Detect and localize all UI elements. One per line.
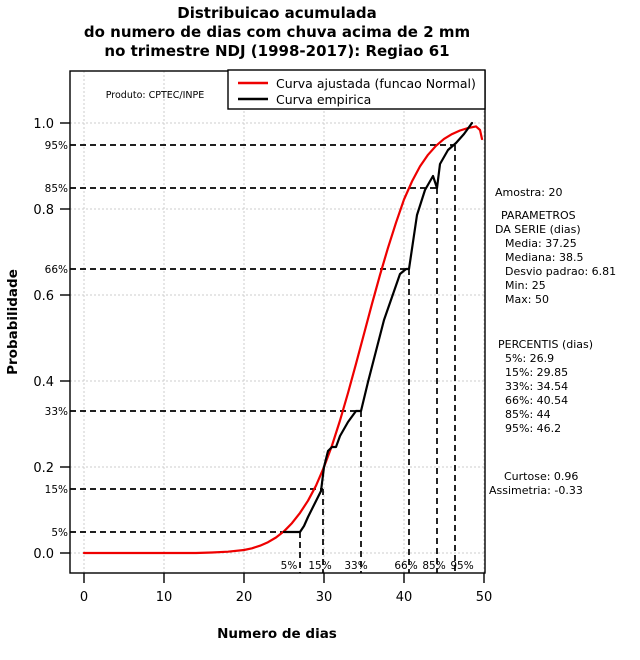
pct-y-label-66: 66%: [45, 264, 68, 276]
stat-pct-5: 5%: 26.9: [505, 352, 554, 365]
chart-title: Distribuicao acumulada do numero de dias…: [84, 4, 470, 60]
stat-pct-33: 33%: 34.54: [505, 380, 568, 393]
ytick-label-0.8: 0.8: [33, 203, 54, 218]
series-fitted-normal: [82, 125, 484, 555]
ytick-label-0.2: 0.2: [33, 461, 54, 476]
stat-max: Max: 50: [505, 293, 549, 306]
xtick-label-0: 0: [80, 590, 88, 605]
percentile-y-labels: 5% 15% 33% 66% 85% 95%: [45, 140, 68, 539]
y-tick-labels: 0.0 0.2 0.4 0.6 0.8 1.0: [33, 117, 54, 562]
x-tick-labels: 0 10 20 30 40 50: [80, 590, 492, 605]
xtick-label-40: 40: [396, 590, 413, 605]
stat-parametros-title-2: DA SERIE (dias): [495, 223, 581, 236]
legend-box: [227, 69, 486, 110]
pct-y-label-85: 85%: [45, 183, 68, 195]
stat-amostra: Amostra: 20: [495, 186, 562, 199]
y-axis-title: Probabilidade: [5, 269, 21, 375]
ytick-label-1.0: 1.0: [33, 117, 54, 132]
legend-label-fitted[interactable]: Curva ajustada (funcao Normal): [276, 76, 476, 91]
percentile-guides: [70, 144, 456, 573]
stat-pct-85: 85%: 44: [505, 408, 551, 421]
plot-frame: [69, 70, 486, 574]
xtick-label-50: 50: [476, 590, 493, 605]
title-line-1: Distribuicao acumulada: [177, 4, 376, 22]
ytick-label-0.4: 0.4: [33, 375, 54, 390]
stat-curtose: Curtose: 0.96: [504, 470, 578, 483]
produto-caption: Produto: CPTEC/INPE: [106, 90, 205, 101]
title-line-3: no trimestre NDJ (1998-2017): Regiao 61: [104, 42, 449, 60]
series-empirical: [282, 121, 474, 534]
xtick-label-20: 20: [236, 590, 253, 605]
stat-percentis-title: PERCENTIS (dias): [498, 338, 593, 351]
pct-y-label-95: 95%: [45, 140, 68, 152]
pct-x-label-33: 33%: [344, 560, 367, 572]
stat-min: Min: 25: [505, 279, 546, 292]
chart-legend[interactable]: Curva ajustada (funcao Normal) Curva emp…: [227, 69, 486, 110]
percentile-x-labels: 5% 15% 33% 66% 85% 95%: [281, 560, 474, 572]
title-line-2: do numero de dias com chuva acima de 2 m…: [84, 23, 470, 41]
pct-y-label-33: 33%: [45, 406, 68, 418]
stat-pct-66: 66%: 40.54: [505, 394, 568, 407]
pct-x-label-5: 5%: [281, 560, 298, 572]
grid-lines: [70, 71, 485, 573]
x-axis-title: Numero de dias: [217, 626, 337, 642]
ytick-label-0.6: 0.6: [33, 289, 54, 304]
ytick-label-0.0: 0.0: [33, 547, 54, 562]
pct-y-label-15: 15%: [45, 484, 68, 496]
pct-x-label-95: 95%: [450, 560, 473, 572]
axis-ticks: [60, 122, 485, 583]
stat-pct-95: 95%: 46.2: [505, 422, 561, 435]
pct-x-label-66: 66%: [394, 560, 417, 572]
pct-x-label-85: 85%: [422, 560, 445, 572]
stat-desvio-padrao: Desvio padrao: 6.81: [505, 265, 616, 278]
xtick-label-30: 30: [316, 590, 333, 605]
pct-y-label-5: 5%: [51, 527, 68, 539]
stat-parametros-title-1: PARAMETROS: [501, 209, 576, 222]
legend-label-empirical[interactable]: Curva empirica: [276, 92, 371, 107]
stat-media: Media: 37.25: [505, 237, 577, 250]
xtick-label-10: 10: [156, 590, 173, 605]
statistics-sidebar: Amostra: 20 PARAMETROS DA SERIE (dias) M…: [489, 186, 616, 497]
stat-assimetria: Assimetria: -0.33: [489, 484, 583, 497]
pct-x-label-15: 15%: [308, 560, 331, 572]
stat-pct-15: 15%: 29.85: [505, 366, 568, 379]
stat-mediana: Mediana: 38.5: [505, 251, 583, 264]
